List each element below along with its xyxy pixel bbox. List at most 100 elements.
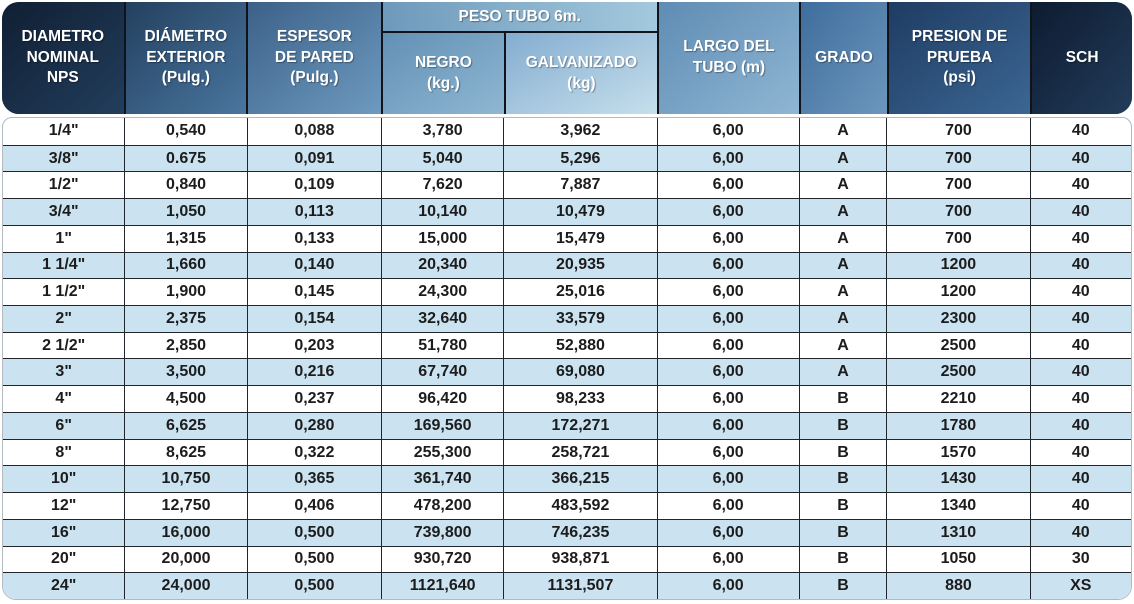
header-peso-subcolumns: NEGRO (kg.) GALVANIZADO (kg): [382, 33, 657, 114]
cell-peso-negro: 32,640: [380, 306, 503, 332]
cell-sch: 40: [1029, 493, 1131, 519]
cell-sch: 40: [1029, 199, 1131, 225]
cell-peso-galvanizado: 7,887: [503, 172, 656, 199]
cell-diametro-nominal: 1": [55, 229, 72, 247]
cell-sch: 40: [1029, 359, 1131, 386]
cell-grado: A: [798, 118, 887, 145]
cell-grado: B: [798, 412, 887, 439]
cell-espesor-pared: 0,216: [246, 359, 381, 386]
cell-sch: 30: [1029, 546, 1131, 573]
cell-largo-tubo: 6,00: [656, 118, 799, 145]
header-group-peso-tubo: PESO TUBO 6m. NEGRO (kg.) GALVANIZADO (k…: [380, 2, 657, 114]
cell-presion-prueba: 880: [886, 573, 1029, 599]
cell-espesor-pared: 0,109: [246, 172, 381, 199]
table-row: 1" 1,315 0,133 15,000 15,479 6,00 A 700 …: [3, 224, 1131, 252]
cell-peso-negro: 739,800: [380, 519, 503, 546]
cell-peso-galvanizado: 483,592: [503, 493, 656, 519]
header-diametro-nominal: DIAMETRO NOMINAL NPS: [2, 2, 124, 114]
cell-sch: 40: [1029, 145, 1131, 172]
cell-largo-tubo: 6,00: [656, 172, 799, 199]
cell-espesor-pared: 0,365: [246, 466, 381, 493]
header-espesor-pared: ESPESOR DE PARED (Pulg.): [246, 2, 381, 114]
cell-largo-tubo: 6,00: [656, 546, 799, 573]
header-largo-tubo: LARGO DEL TUBO (m): [656, 2, 800, 114]
cell-diametro-nominal: 20": [50, 550, 77, 568]
cell-peso-negro: 3,780: [380, 118, 503, 145]
cell-espesor-pared: 0,091: [246, 145, 381, 172]
cell-espesor-pared: 0,237: [246, 386, 381, 412]
cell-sch: 40: [1029, 412, 1131, 439]
cell-diametro-nominal: 2 1/2": [42, 336, 86, 354]
cell-grado: B: [798, 439, 887, 466]
cell-sch: 40: [1029, 386, 1131, 412]
cell-peso-negro: 361,740: [380, 466, 503, 493]
cell-largo-tubo: 6,00: [656, 332, 799, 359]
table-row: 1/2" 0,840 0,109 7,620 7,887 6,00 A 700 …: [3, 171, 1131, 199]
table-row: 16" 16,000 0,500 739,800 746,235 6,00 B …: [3, 518, 1131, 546]
cell-diametro-nominal: 1 1/4": [42, 256, 86, 274]
cell-diametro-nominal: 3": [55, 363, 72, 381]
cell-diametro-nominal: 6": [55, 416, 72, 434]
header-diametro-exterior: DIÁMETRO EXTERIOR (Pulg.): [123, 2, 247, 114]
cell-diametro-nominal: 24": [50, 577, 77, 595]
cell-espesor-pared: 0,406: [246, 493, 381, 519]
cell-diametro-exterior: 8,625: [124, 439, 246, 466]
cell-sch: 40: [1029, 279, 1131, 306]
cell-grado: A: [798, 172, 887, 199]
cell-peso-negro: 169,560: [380, 412, 503, 439]
cell-diametro-exterior: 1,315: [124, 225, 246, 252]
cell-largo-tubo: 6,00: [656, 225, 799, 252]
table-row: 1 1/4" 1,660 0,140 20,340 20,935 6,00 A …: [3, 251, 1131, 279]
cell-sch: XS: [1029, 573, 1131, 599]
cell-diametro-exterior: 1,900: [124, 279, 246, 306]
cell-diametro-exterior: 24,000: [124, 573, 246, 599]
cell-grado: A: [798, 225, 887, 252]
cell-espesor-pared: 0,322: [246, 439, 381, 466]
cell-diametro-exterior: 2,850: [124, 332, 246, 359]
cell-diametro-exterior: 0,540: [124, 118, 246, 145]
header-grado: GRADO: [799, 2, 887, 114]
cell-grado: A: [798, 306, 887, 332]
cell-peso-galvanizado: 10,479: [503, 199, 656, 225]
cell-diametro-exterior: 1,660: [124, 252, 246, 279]
table-row: 1/4" 0,540 0,088 3,780 3,962 6,00 A 700 …: [3, 118, 1131, 145]
cell-sch: 40: [1029, 306, 1131, 332]
header-negro: NEGRO (kg.): [382, 33, 505, 114]
cell-sch: 40: [1029, 466, 1131, 493]
cell-diametro-exterior: 2,375: [124, 306, 246, 332]
cell-espesor-pared: 0,113: [246, 199, 381, 225]
table-row: 10" 10,750 0,365 361,740 366,215 6,00 B …: [3, 465, 1131, 493]
cell-presion-prueba: 1570: [886, 439, 1029, 466]
table-row: 3/8" 0.675 0,091 5,040 5,296 6,00 A 700 …: [3, 144, 1131, 172]
header-presion-prueba: PRESION DE PRUEBA (psi): [886, 2, 1031, 114]
cell-diametro-exterior: 3,500: [124, 359, 246, 386]
cell-peso-galvanizado: 258,721: [503, 439, 656, 466]
header-peso-tubo-6m: PESO TUBO 6m.: [382, 2, 657, 33]
table-row: 2" 2,375 0,154 32,640 33,579 6,00 A 2300…: [3, 305, 1131, 332]
cell-grado: B: [798, 519, 887, 546]
cell-peso-negro: 478,200: [380, 493, 503, 519]
cell-sch: 40: [1029, 439, 1131, 466]
cell-largo-tubo: 6,00: [656, 412, 799, 439]
cell-peso-negro: 51,780: [380, 332, 503, 359]
cell-peso-galvanizado: 69,080: [503, 359, 656, 386]
cell-diametro-nominal: 16": [50, 523, 77, 541]
cell-diametro-nominal: 3/4": [48, 203, 79, 221]
cell-peso-negro: 24,300: [380, 279, 503, 306]
cell-sch: 40: [1029, 332, 1131, 359]
cell-diametro-exterior: 4,500: [124, 386, 246, 412]
cell-peso-negro: 1121,640: [380, 573, 503, 599]
cell-peso-galvanizado: 5,296: [503, 145, 656, 172]
cell-grado: B: [798, 546, 887, 573]
cell-peso-galvanizado: 15,479: [503, 225, 656, 252]
cell-largo-tubo: 6,00: [656, 145, 799, 172]
cell-espesor-pared: 0,500: [246, 546, 381, 573]
cell-largo-tubo: 6,00: [656, 359, 799, 386]
cell-peso-negro: 96,420: [380, 386, 503, 412]
cell-peso-galvanizado: 172,271: [503, 412, 656, 439]
table-body: 1/4" 0,540 0,088 3,780 3,962 6,00 A 700 …: [2, 117, 1132, 600]
cell-diametro-exterior: 0.675: [124, 145, 246, 172]
table-row: 20" 20,000 0,500 930,720 938,871 6,00 B …: [3, 545, 1131, 573]
cell-presion-prueba: 700: [886, 118, 1029, 145]
cell-peso-galvanizado: 52,880: [503, 332, 656, 359]
